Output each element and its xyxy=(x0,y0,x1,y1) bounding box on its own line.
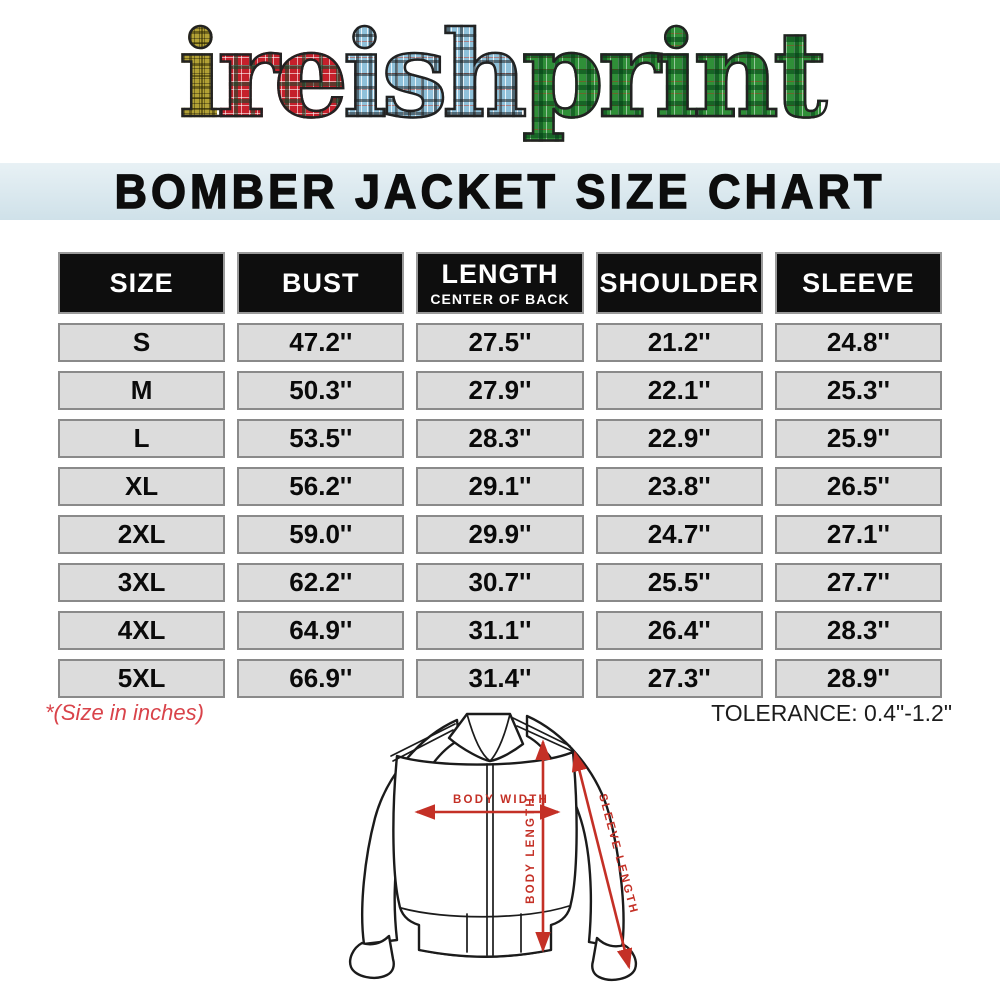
cell-size: L xyxy=(58,419,226,458)
cell-length: 31.4'' xyxy=(416,659,584,698)
cell-shoulder: 22.1'' xyxy=(595,371,763,410)
cell-shoulder: 22.9'' xyxy=(595,419,763,458)
cell-size: XL xyxy=(58,467,226,506)
cell-sleeve: 24.8'' xyxy=(774,323,942,362)
size-unit-note: *(Size in inches) xyxy=(45,700,204,725)
cell-bust: 47.2'' xyxy=(237,323,405,362)
cell-size: 5XL xyxy=(58,659,226,698)
column-header-size: SIZE xyxy=(58,252,226,314)
tolerance-note: TOLERANCE: 0.4"-1.2" xyxy=(711,700,952,726)
cell-length: 29.9'' xyxy=(416,515,584,554)
column-header-label: SLEEVE xyxy=(802,267,915,298)
cell-length: 31.1'' xyxy=(416,611,584,650)
cell-size: 2XL xyxy=(58,515,226,554)
column-header-shoulder: SHOULDER xyxy=(595,252,763,314)
cell-size: 3XL xyxy=(58,563,226,602)
cell-length: 30.7'' xyxy=(416,563,584,602)
cell-bust: 66.9'' xyxy=(237,659,405,698)
cell-shoulder: 21.2'' xyxy=(595,323,763,362)
brand-logo: i re ish print xyxy=(0,2,1000,160)
cell-shoulder: 26.4'' xyxy=(595,611,763,650)
title-band: BOMBER JACKET SIZE CHART xyxy=(0,163,1000,220)
cell-sleeve: 26.5'' xyxy=(774,467,942,506)
cell-shoulder: 25.5'' xyxy=(595,563,763,602)
jacket-zipper xyxy=(486,763,494,956)
body-length-label: BODY LENGTH xyxy=(525,796,537,904)
cell-length: 27.5'' xyxy=(416,323,584,362)
cell-bust: 62.2'' xyxy=(237,563,405,602)
cell-sleeve: 25.9'' xyxy=(774,419,942,458)
cell-bust: 64.9'' xyxy=(237,611,405,650)
sleeve-length-arrow xyxy=(571,750,633,970)
jacket-shoulder-seams xyxy=(390,717,573,762)
jacket-collar xyxy=(447,712,525,763)
jacket-left-sleeve xyxy=(348,718,461,979)
column-header-sublabel: CENTER OF BACK xyxy=(430,291,570,307)
column-header-label: BUST xyxy=(282,267,360,298)
column-header-label: LENGTH xyxy=(441,259,559,289)
cell-size: S xyxy=(58,323,226,362)
body-width-label: BODY WIDTH xyxy=(453,794,549,806)
cell-shoulder: 27.3'' xyxy=(595,659,763,698)
column-header-sleeve: SLEEVE xyxy=(774,252,942,314)
column-header-length: LENGTH CENTER OF BACK xyxy=(416,252,584,314)
column-header-label: SIZE xyxy=(109,267,174,298)
cell-size: M xyxy=(58,371,226,410)
page-title: BOMBER JACKET SIZE CHART xyxy=(114,163,886,219)
cell-size: 4XL xyxy=(58,611,226,650)
cell-sleeve: 28.3'' xyxy=(774,611,942,650)
cell-sleeve: 25.3'' xyxy=(774,371,942,410)
cell-sleeve: 27.1'' xyxy=(774,515,942,554)
size-chart-table: SIZE BUST LENGTH CENTER OF BACK SHOULDER… xyxy=(58,252,942,698)
cell-shoulder: 24.7'' xyxy=(595,515,763,554)
cell-bust: 53.5'' xyxy=(237,419,405,458)
cell-sleeve: 27.7'' xyxy=(774,563,942,602)
cell-length: 28.3'' xyxy=(416,419,584,458)
cell-bust: 59.0'' xyxy=(237,515,405,554)
cell-bust: 56.2'' xyxy=(237,467,405,506)
cell-shoulder: 23.8'' xyxy=(595,467,763,506)
cell-length: 29.1'' xyxy=(416,467,584,506)
logo-segment-blue-tartan: ish xyxy=(341,8,529,154)
cell-bust: 50.3'' xyxy=(237,371,405,410)
logo-segment-green-tartan: print xyxy=(520,8,828,154)
logo-segment-red-tartan: re xyxy=(216,8,350,154)
cell-sleeve: 28.9'' xyxy=(774,659,942,698)
jacket-measurement-diagram: BODY WIDTH BODY LENGTH SLEEVE LENGTH xyxy=(348,712,640,981)
column-header-label: SHOULDER xyxy=(599,267,759,298)
cell-length: 27.9'' xyxy=(416,371,584,410)
jacket-body xyxy=(392,750,578,958)
footnotes: *(Size in inches) TOLERANCE: 0.4"-1.2" xyxy=(45,700,952,727)
logo-segment-yellow-tartan: i xyxy=(177,8,224,154)
column-header-bust: BUST xyxy=(237,252,405,314)
